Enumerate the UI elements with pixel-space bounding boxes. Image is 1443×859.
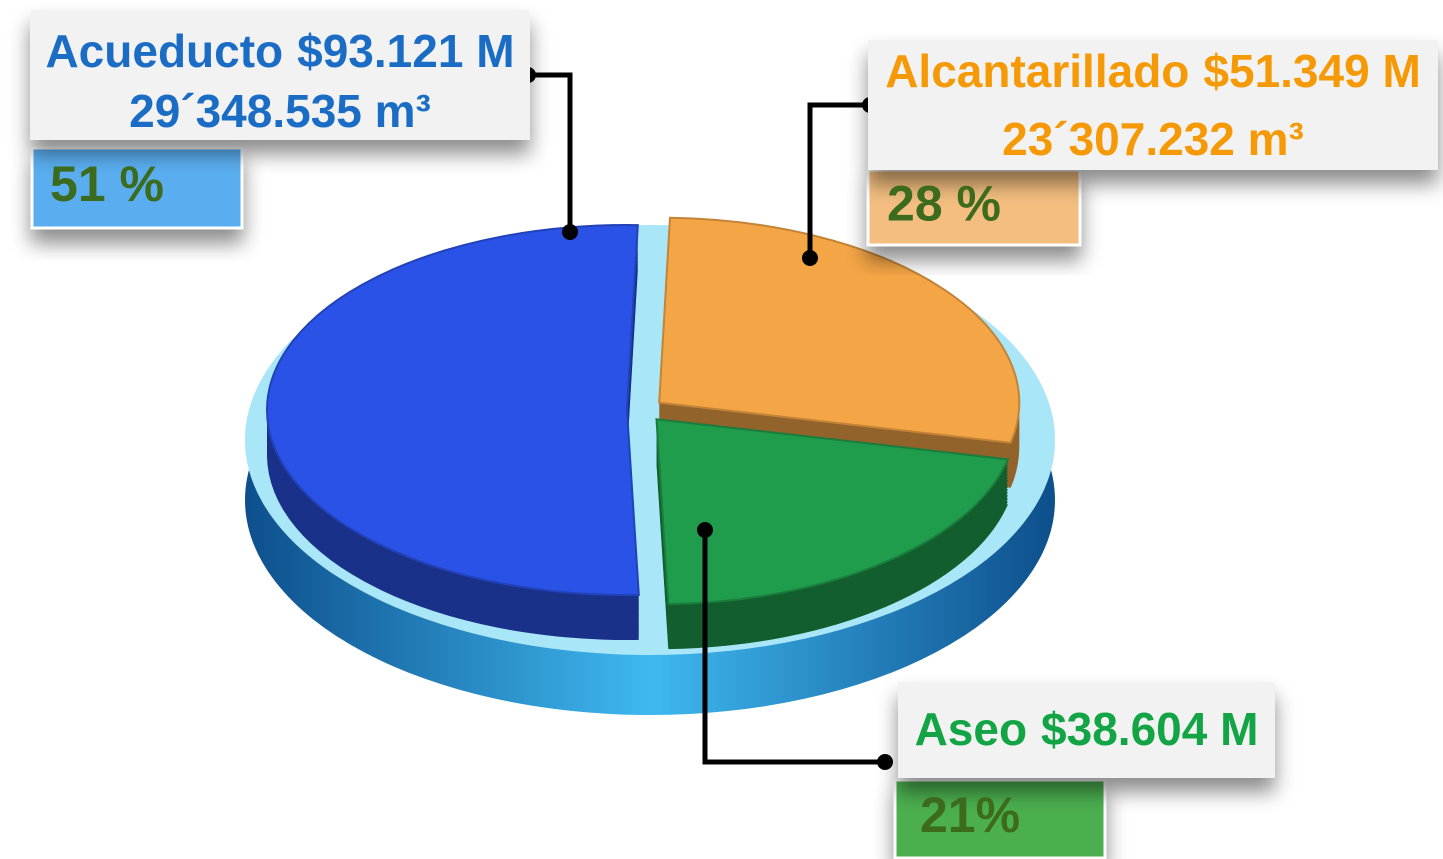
percent-box	[893, 778, 1107, 859]
slice	[655, 418, 1010, 606]
leader-line	[702, 530, 885, 765]
leader-line	[528, 72, 573, 232]
leader-dot	[697, 522, 713, 538]
slices	[266, 216, 1021, 650]
slice	[266, 224, 640, 597]
category-name: Alcantarillado	[885, 45, 1189, 97]
value-label: 21%	[920, 787, 1020, 843]
volume-label: 29´348.535 m³	[129, 85, 431, 137]
amount-label: $93.121 M	[297, 25, 514, 77]
label-box	[30, 10, 530, 140]
category-label: Acueducto $93.121 M	[45, 25, 514, 77]
leader-dot	[802, 250, 818, 266]
volume-label: 23´307.232 m³	[1002, 113, 1304, 165]
category-label: Alcantarillado $51.349 M	[885, 45, 1421, 97]
value-label: 28 %	[887, 176, 1001, 232]
leader-dot	[562, 224, 578, 240]
leaders	[528, 72, 885, 765]
labels: Acueducto $93.121 M 29´348.535 m³ 51 % Alcan…	[30, 10, 1438, 859]
category-label: Aseo $38.604 M	[915, 703, 1259, 755]
leader-line	[807, 102, 870, 258]
amount-label: $38.604 M	[1041, 703, 1258, 755]
slice	[658, 216, 1021, 444]
label-box	[898, 682, 1275, 778]
amount-label: $51.349 M	[1203, 45, 1420, 97]
leader-dot	[877, 754, 893, 770]
category-name: Acueducto	[45, 25, 283, 77]
value-label: 51 %	[50, 156, 164, 212]
category-name: Aseo	[915, 703, 1027, 755]
label-box	[868, 40, 1438, 170]
percent-box	[30, 146, 244, 230]
